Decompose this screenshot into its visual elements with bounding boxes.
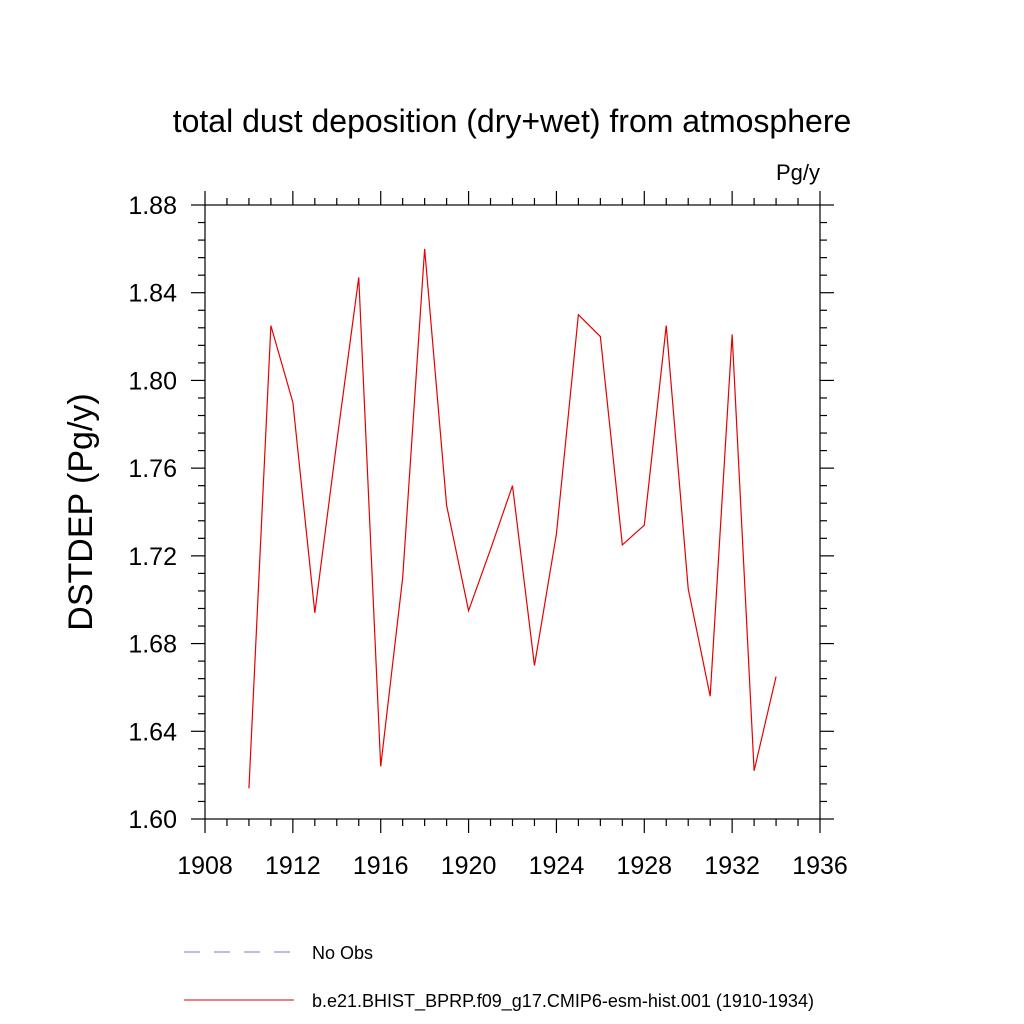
units-label: Pg/y bbox=[776, 160, 820, 185]
x-tick-label: 1928 bbox=[616, 852, 672, 880]
axis-ticks bbox=[191, 191, 834, 833]
y-axis-label: DSTDEP (Pg/y) bbox=[62, 393, 100, 630]
y-tick-label: 1.84 bbox=[128, 280, 177, 308]
y-tick-label: 1.76 bbox=[128, 455, 177, 483]
y-tick-label: 1.64 bbox=[128, 718, 177, 746]
x-tick-label: 1920 bbox=[441, 852, 497, 880]
chart-title: total dust deposition (dry+wet) from atm… bbox=[173, 103, 852, 139]
legend: No Obs b.e21.BHIST_BPRP.f09_g17.CMIP6-esm… bbox=[184, 943, 814, 1012]
x-tick-label: 1916 bbox=[353, 852, 409, 880]
axis-tick-labels: 1908 1912 1916 1920 1924 1928 1932 1936 1.60 1.64… bbox=[128, 192, 847, 880]
x-tick-label: 1924 bbox=[529, 852, 585, 880]
y-tick-label: 1.68 bbox=[128, 631, 177, 659]
x-tick-label: 1936 bbox=[792, 852, 848, 880]
plot-frame bbox=[204, 204, 821, 820]
series-line-1 bbox=[248, 248, 777, 789]
x-tick-label: 1932 bbox=[704, 852, 760, 880]
legend-label-1: b.e21.BHIST_BPRP.f09_g17.CMIP6-esm-hist.… bbox=[312, 991, 814, 1012]
y-tick-label: 1.80 bbox=[128, 367, 177, 395]
y-tick-label: 1.88 bbox=[128, 192, 177, 220]
series-layer bbox=[248, 248, 777, 789]
x-tick-label: 1908 bbox=[177, 852, 233, 880]
legend-label-0: No Obs bbox=[312, 943, 373, 963]
x-tick-label: 1912 bbox=[265, 852, 321, 880]
y-tick-label: 1.72 bbox=[128, 543, 177, 571]
y-tick-label: 1.60 bbox=[128, 806, 177, 834]
